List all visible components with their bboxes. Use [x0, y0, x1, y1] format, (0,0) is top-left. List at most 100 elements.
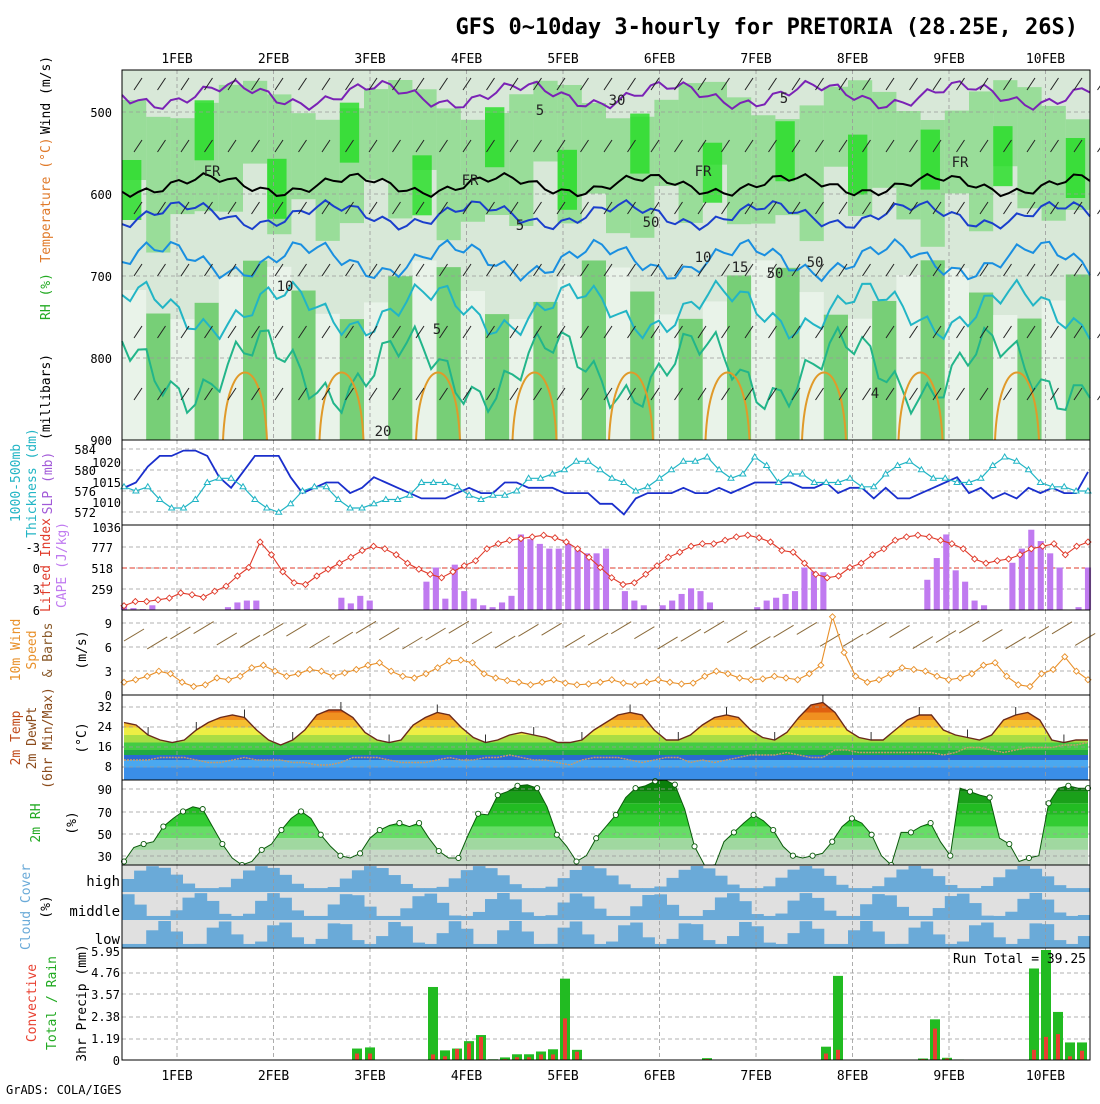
cloud-cell: [679, 916, 692, 920]
cloud-cell: [715, 944, 728, 948]
contour-label: 15: [732, 260, 749, 276]
cloud-cell: [812, 929, 825, 948]
cloud-cell: [860, 904, 873, 920]
thick-right-tick: 1015: [92, 476, 121, 490]
rh-shade-high: [775, 121, 794, 181]
cloud-cell: [400, 926, 413, 948]
cloud-cell: [255, 866, 268, 892]
cape-bar: [962, 582, 968, 610]
precip-ytick: 0: [113, 1054, 120, 1068]
cape-bar: [697, 591, 703, 610]
rh-point: [830, 839, 835, 844]
cloud-cell: [449, 921, 462, 948]
wind-barb: [982, 630, 1002, 642]
contour-label: 5: [433, 322, 441, 338]
wind-barb: [1052, 622, 1072, 634]
lifted-index-point: [949, 541, 955, 547]
cloud-cell: [1078, 888, 1091, 892]
cloud-cell: [763, 943, 776, 948]
precip-convective-bar: [563, 1018, 567, 1060]
wind-speed-line: [124, 617, 1088, 687]
cloud-cell: [872, 886, 885, 892]
rh-point: [417, 820, 422, 825]
cloud-cell: [654, 894, 667, 920]
upper-ytick: 800: [90, 352, 112, 366]
cloud-cell: [981, 923, 994, 948]
contour-label: 50: [767, 266, 784, 282]
cloud-cell: [340, 879, 353, 892]
cloud-cell: [739, 888, 752, 892]
cloud-cell: [388, 875, 401, 892]
precip-convective-bar: [1080, 1051, 1084, 1060]
cloud-cell: [352, 895, 365, 920]
cloud-cell: [896, 907, 909, 920]
wind-speed-point: [713, 668, 719, 674]
cloud-cell: [461, 916, 474, 920]
cloud-cell: [533, 888, 546, 892]
cloud-cell: [594, 909, 607, 920]
wind-barb: [472, 632, 492, 644]
cape-bar: [480, 605, 486, 610]
precip-ylabel-b: Total / Rain: [45, 956, 60, 1050]
cloud-cell: [860, 921, 873, 948]
cloud-cell: [582, 866, 595, 892]
cape-bar: [783, 594, 789, 610]
lifted-index-point: [155, 597, 161, 603]
cloud-cell: [896, 870, 909, 892]
cape-bar: [499, 602, 505, 610]
cloud-cell: [582, 934, 595, 948]
cloud-cell: [195, 893, 208, 920]
cloud-cell: [775, 944, 788, 948]
upper-ytick: 500: [90, 106, 112, 120]
cloud-cell: [703, 868, 716, 892]
top-date-label: 1FEB: [161, 52, 192, 67]
bottom-date-label: 1FEB: [161, 1069, 192, 1084]
cloud-cell: [546, 887, 559, 892]
cloud-cell: [316, 939, 329, 948]
bottom-date-label: 10FEB: [1026, 1069, 1065, 1084]
cloud-cell: [509, 899, 522, 920]
rh-shade-high: [993, 126, 1012, 186]
cloud-cell: [437, 933, 450, 948]
lifted-index-point: [1006, 556, 1012, 562]
lifted-index-point: [938, 537, 944, 543]
lifted-index-point: [495, 541, 501, 547]
credit-label: GrADS: COLA/IGES: [6, 1083, 122, 1097]
lifted-index-point: [541, 532, 547, 538]
cloud-row-label: high: [86, 874, 120, 890]
cloud-cell: [231, 879, 244, 892]
temp-band: [122, 720, 1090, 728]
lifted-index-point: [904, 534, 910, 540]
thick-ylabel-a: 1000-500mb: [9, 444, 24, 522]
cloud-cell: [146, 930, 159, 948]
wind-speed-point: [493, 675, 499, 681]
cloud-cell: [243, 870, 256, 892]
cloud-cell: [304, 916, 317, 920]
cloud-cell: [425, 944, 438, 948]
cloud-cell: [618, 916, 631, 920]
cape-bar: [679, 594, 685, 610]
cape-bar: [565, 544, 571, 610]
cloud-cell: [134, 871, 147, 892]
cloud-cell: [473, 866, 486, 892]
cape-bar: [934, 558, 940, 610]
rh-ylabel-a: 2m RH: [29, 803, 44, 842]
top-date-label: 8FEB: [837, 52, 868, 67]
slp-point: [145, 484, 151, 489]
cape-bar: [338, 598, 344, 610]
cloud-cell: [848, 930, 861, 948]
cloud-cell: [340, 894, 353, 920]
cloud-cell: [376, 936, 389, 948]
wind-speed-point: [539, 679, 545, 685]
wind-speed-point: [435, 665, 441, 671]
cloud-cell: [872, 932, 885, 948]
wind-speed-point: [644, 679, 650, 685]
rh-shade-low: [775, 268, 799, 440]
precip-ylabel-a: 3hr Precip (mm): [75, 944, 90, 1061]
cloud-cell: [788, 870, 801, 892]
wind-speed-point: [899, 665, 905, 671]
cloud-cell: [642, 888, 655, 892]
